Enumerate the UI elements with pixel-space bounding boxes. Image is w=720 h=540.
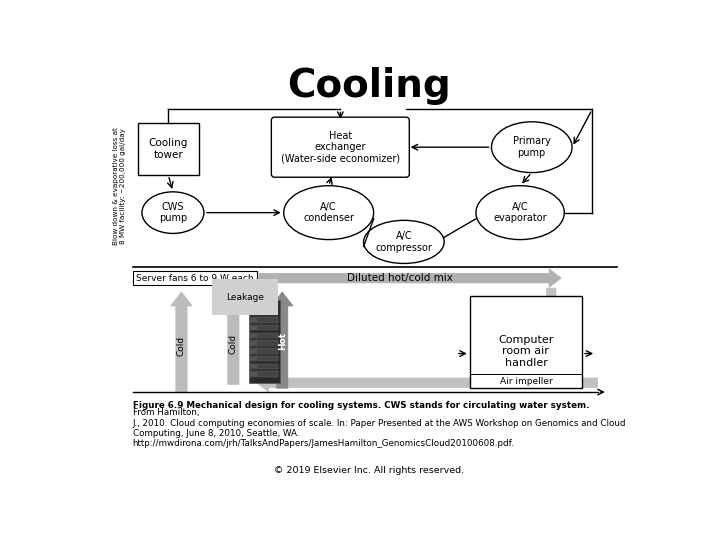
Bar — [251, 349, 258, 353]
Polygon shape — [171, 292, 192, 392]
Bar — [469, 296, 582, 388]
Text: From Hamilton,
J., 2010. Cloud computing economies of scale. In: Paper Presented: From Hamilton, J., 2010. Cloud computing… — [132, 408, 626, 448]
Text: Computer
room air
handler: Computer room air handler — [498, 335, 554, 368]
Text: A/C
evaporator: A/C evaporator — [493, 202, 547, 224]
Ellipse shape — [364, 220, 444, 264]
Bar — [251, 334, 258, 338]
Bar — [138, 123, 199, 175]
Text: Blow down & evaporative loss at
8 MW facility: ~200,000 gal/day: Blow down & evaporative loss at 8 MW fac… — [113, 127, 126, 245]
Ellipse shape — [492, 122, 572, 173]
Text: Leakage: Leakage — [226, 293, 264, 302]
Bar — [251, 302, 279, 307]
Text: Primary
pump: Primary pump — [513, 137, 551, 158]
Bar — [251, 372, 279, 377]
Bar — [251, 325, 279, 330]
Bar — [251, 356, 258, 361]
Bar — [251, 356, 279, 361]
Text: CWS
pump: CWS pump — [159, 202, 187, 224]
Text: Hot: Hot — [278, 332, 287, 349]
FancyBboxPatch shape — [271, 117, 409, 177]
Polygon shape — [256, 374, 598, 392]
Text: Air impeller: Air impeller — [500, 377, 552, 386]
Text: Cooling: Cooling — [287, 68, 451, 105]
Text: Diluted hot/cold mix: Diluted hot/cold mix — [347, 273, 453, 283]
Text: Cooling
tower: Cooling tower — [148, 138, 188, 159]
Bar — [251, 348, 279, 354]
Text: Server fans 6 to 9 W each: Server fans 6 to 9 W each — [136, 274, 253, 282]
Bar — [251, 318, 279, 323]
Text: A/C
condenser: A/C condenser — [303, 202, 354, 224]
Ellipse shape — [142, 192, 204, 233]
Bar — [251, 363, 279, 369]
Bar — [251, 326, 258, 330]
Polygon shape — [259, 269, 561, 287]
Bar — [251, 372, 258, 376]
Text: Figure 6.9 Mechanical design for cooling systems. CWS stands for circulating wat: Figure 6.9 Mechanical design for cooling… — [132, 401, 589, 409]
Bar — [251, 318, 258, 322]
Polygon shape — [542, 288, 560, 342]
Bar — [251, 303, 258, 307]
Text: Cold: Cold — [177, 336, 186, 356]
Bar — [132, 271, 256, 285]
Bar — [251, 310, 258, 314]
Text: © 2019 Elsevier Inc. All rights reserved.: © 2019 Elsevier Inc. All rights reserved… — [274, 466, 464, 475]
Text: Cold: Cold — [229, 334, 238, 354]
Polygon shape — [271, 292, 293, 388]
Bar — [251, 309, 279, 315]
Bar — [251, 333, 279, 338]
Ellipse shape — [476, 186, 564, 240]
Bar — [251, 340, 279, 346]
Polygon shape — [222, 298, 244, 384]
Bar — [249, 300, 280, 383]
Bar — [251, 341, 258, 345]
Bar — [251, 364, 258, 368]
Ellipse shape — [284, 186, 374, 240]
Text: A/C
compressor: A/C compressor — [375, 231, 432, 253]
Text: Heat
exchanger
(Water-side economizer): Heat exchanger (Water-side economizer) — [281, 131, 400, 164]
